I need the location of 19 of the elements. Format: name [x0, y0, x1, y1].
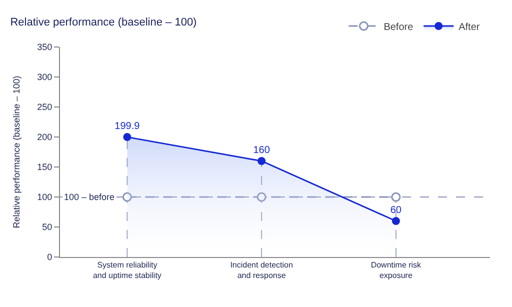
y-tick-label: 50	[42, 222, 52, 232]
chart-title: Relative performance (baseline – 100)	[10, 16, 197, 28]
x-tick-label: Incident detection and response	[230, 260, 293, 280]
legend-label: After	[458, 22, 480, 33]
y-tick-label: 150	[37, 162, 52, 172]
x-tick-label: System reliability and uptime stability	[92, 260, 162, 280]
x-tick-label: Downtime risk exposure	[370, 260, 422, 280]
legend-label: Before	[384, 22, 414, 33]
data-label: 160	[253, 145, 270, 156]
data-label: 199.9	[114, 121, 140, 132]
y-tick-label: 200	[37, 132, 52, 142]
ref-line-label: 100 – before	[64, 192, 115, 202]
y-tick-label: 100	[37, 192, 52, 202]
y-axis-title: Relative performance (baseline – 100)	[12, 76, 22, 228]
data-label: 60	[390, 205, 402, 216]
y-tick-label: 350	[37, 42, 52, 52]
y-tick-label: 0	[47, 252, 52, 262]
y-tick-label: 250	[37, 102, 52, 112]
y-tick-label: 300	[37, 72, 52, 82]
